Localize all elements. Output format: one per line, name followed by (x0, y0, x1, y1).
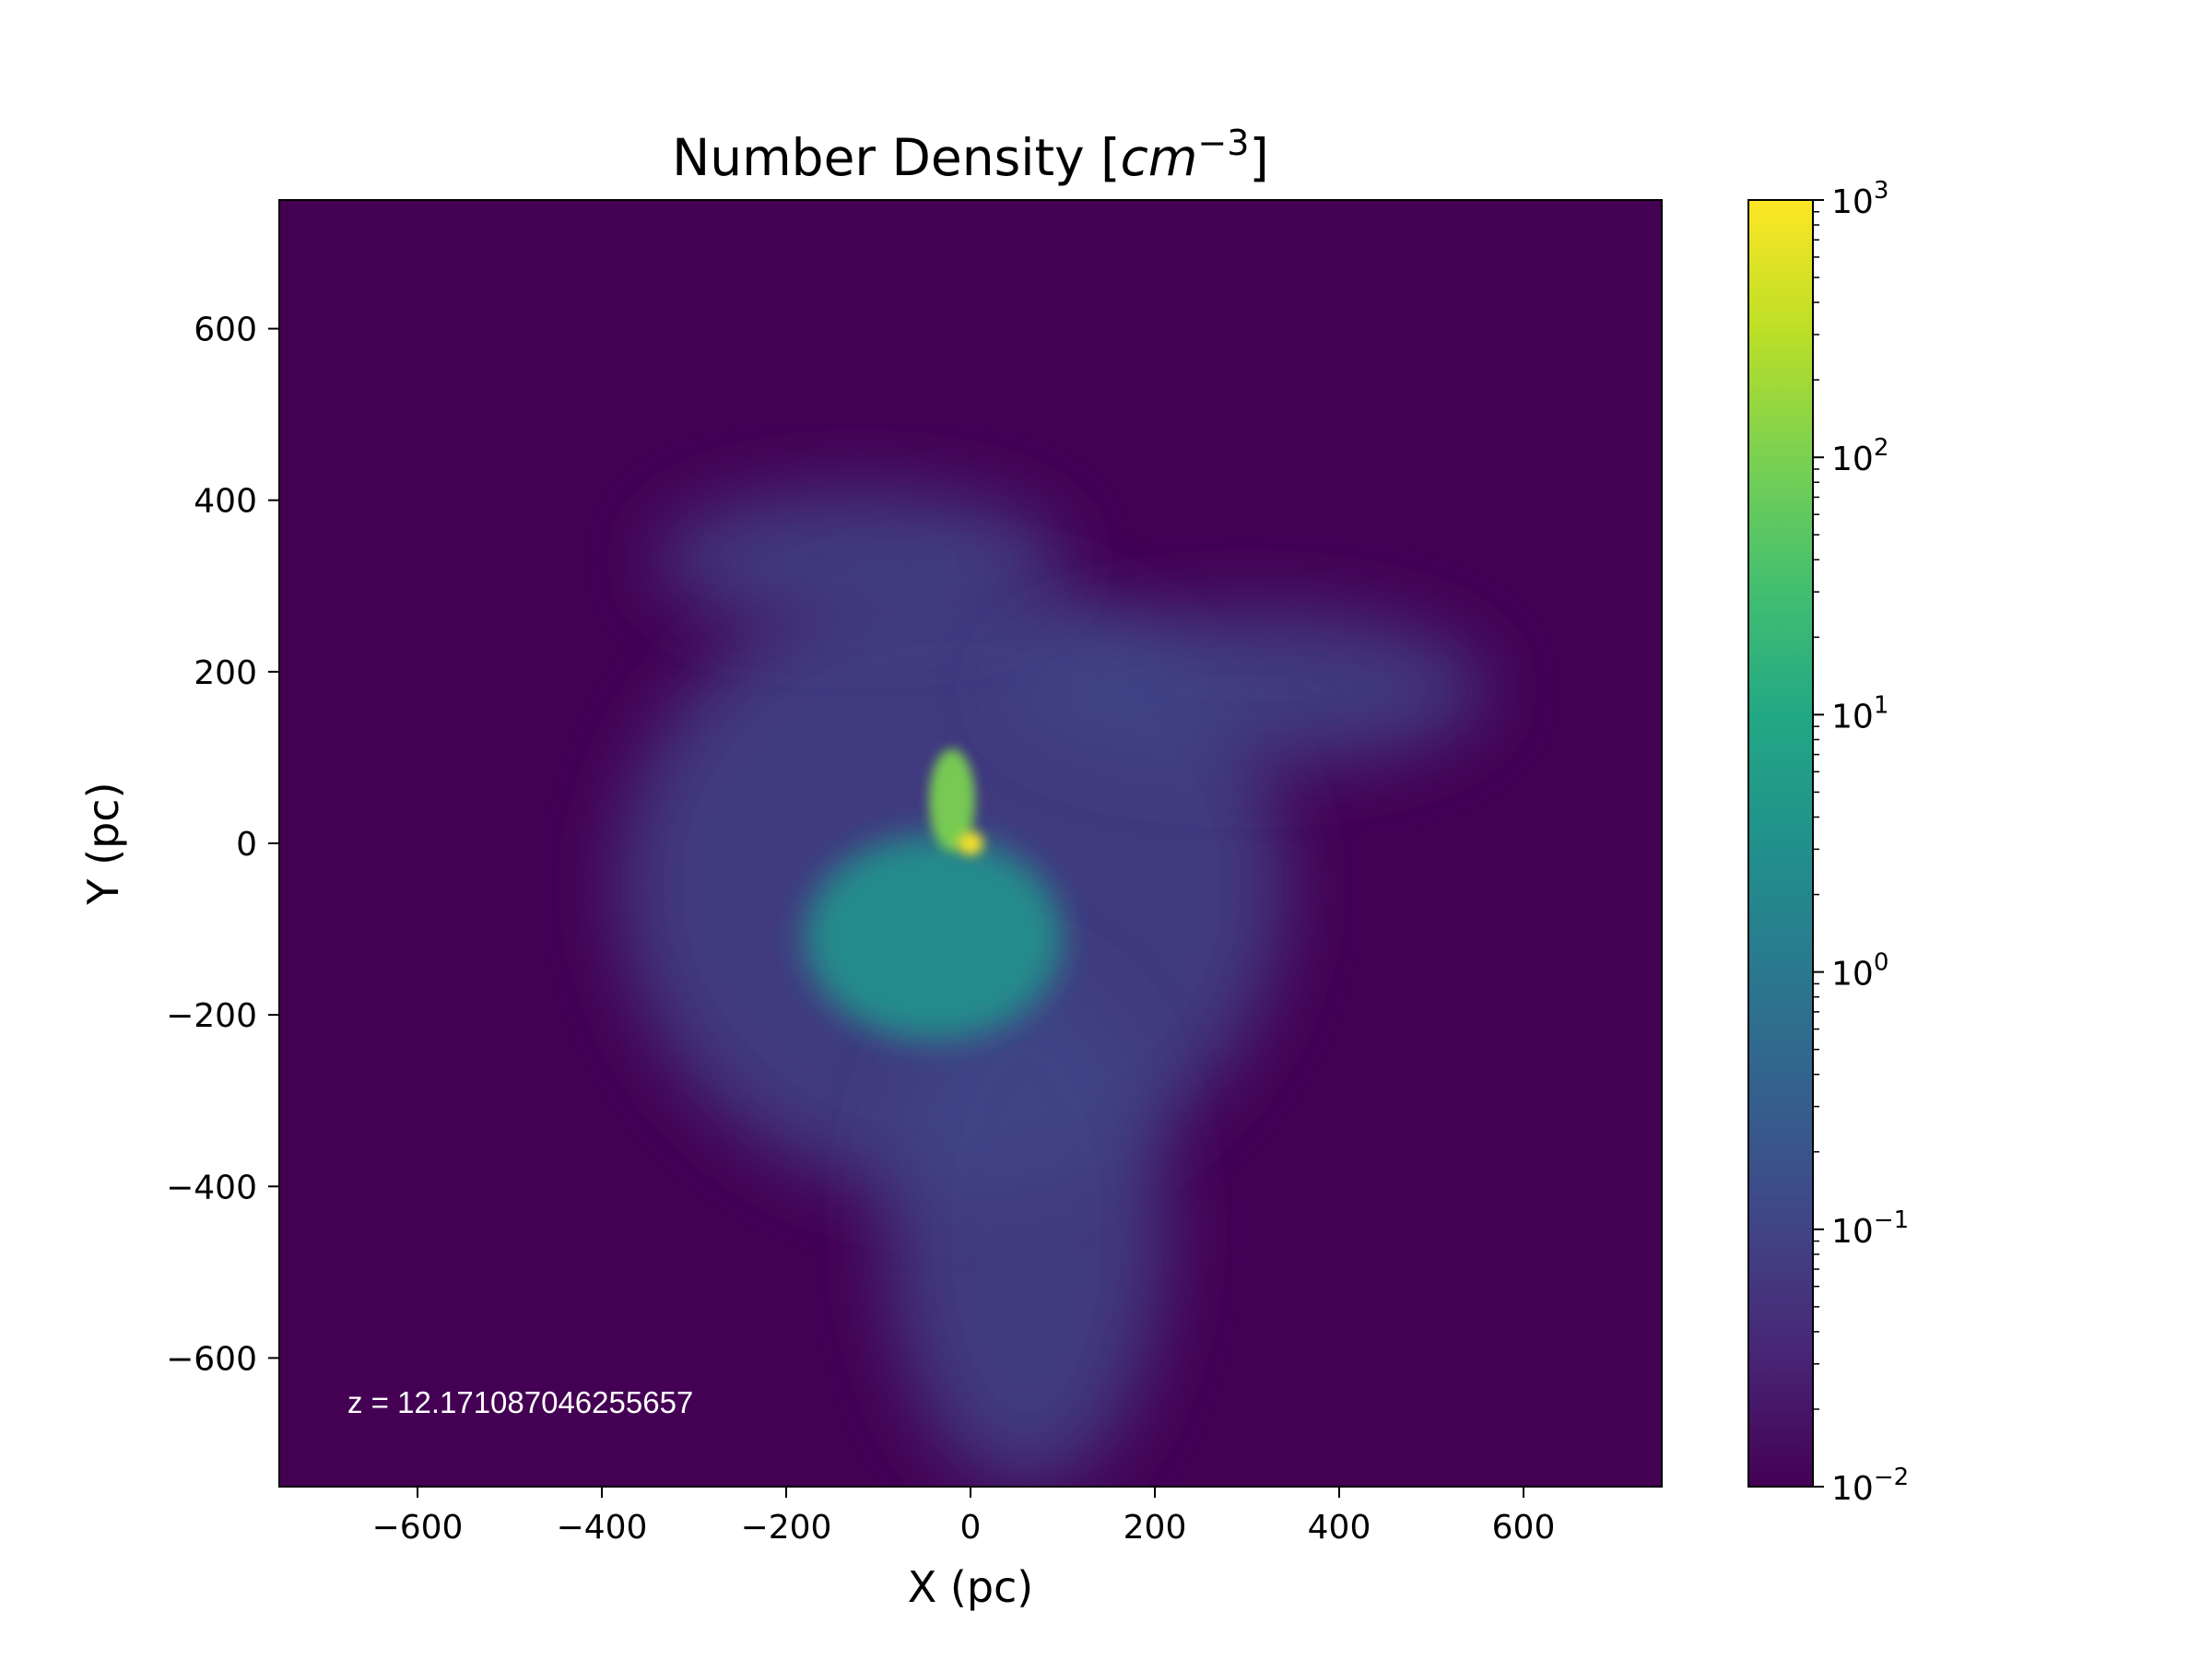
redshift-annotation: z = 12.171087046255657 (347, 1385, 693, 1419)
colorbar-tick-label: 103 (1831, 177, 1888, 221)
chart-title: Number Density [cm−3] (672, 123, 1269, 187)
x-axis-label: X (pc) (908, 1562, 1034, 1612)
feature-peak (958, 830, 983, 856)
y-tick-label: 0 (236, 826, 257, 864)
colorbar-tick-label: 100 (1831, 949, 1888, 994)
x-tick-label: 200 (1124, 1509, 1187, 1547)
plot-area (279, 200, 1662, 1487)
y-tick-label: −600 (166, 1340, 257, 1378)
colorbar-ticks: 10−2 10−1 100 101 102 103 (1813, 177, 1909, 1508)
x-tick-label: 600 (1492, 1509, 1556, 1547)
y-tick-label: −400 (166, 1169, 257, 1206)
x-tick-label: −600 (372, 1509, 464, 1547)
x-tick-label: −400 (557, 1509, 648, 1547)
colorbar-gradient (1747, 199, 1814, 1488)
colorbar-tick-label: 10−1 (1831, 1206, 1909, 1251)
colorbar-tick-label: 10−2 (1831, 1464, 1909, 1508)
feature-right-arm (1007, 611, 1487, 767)
y-axis-label: Y (pc) (78, 782, 128, 905)
x-axis: −600 −400 −200 0 200 400 600 (372, 1487, 1556, 1547)
y-tick-label: −200 (166, 997, 257, 1035)
colorbar-tick-label: 101 (1831, 691, 1888, 735)
y-tick-label: 200 (194, 654, 257, 692)
feature-upper-filament (657, 491, 1063, 629)
x-tick-label: −200 (741, 1509, 832, 1547)
x-tick-label: 0 (960, 1509, 982, 1547)
y-axis: −600 −400 −200 0 200 400 600 (166, 312, 279, 1378)
density-features (620, 491, 1487, 1487)
x-tick-label: 400 (1308, 1509, 1371, 1547)
y-tick-label: 600 (194, 312, 257, 349)
feature-core-elongated (929, 748, 975, 853)
feature-shell (805, 834, 1063, 1041)
colorbar: 10−2 10−1 100 101 102 103 (1747, 177, 1909, 1508)
colorbar-tick-label: 102 (1831, 434, 1888, 478)
feature-lower-stream (888, 971, 1164, 1487)
y-tick-label: 400 (194, 483, 257, 521)
